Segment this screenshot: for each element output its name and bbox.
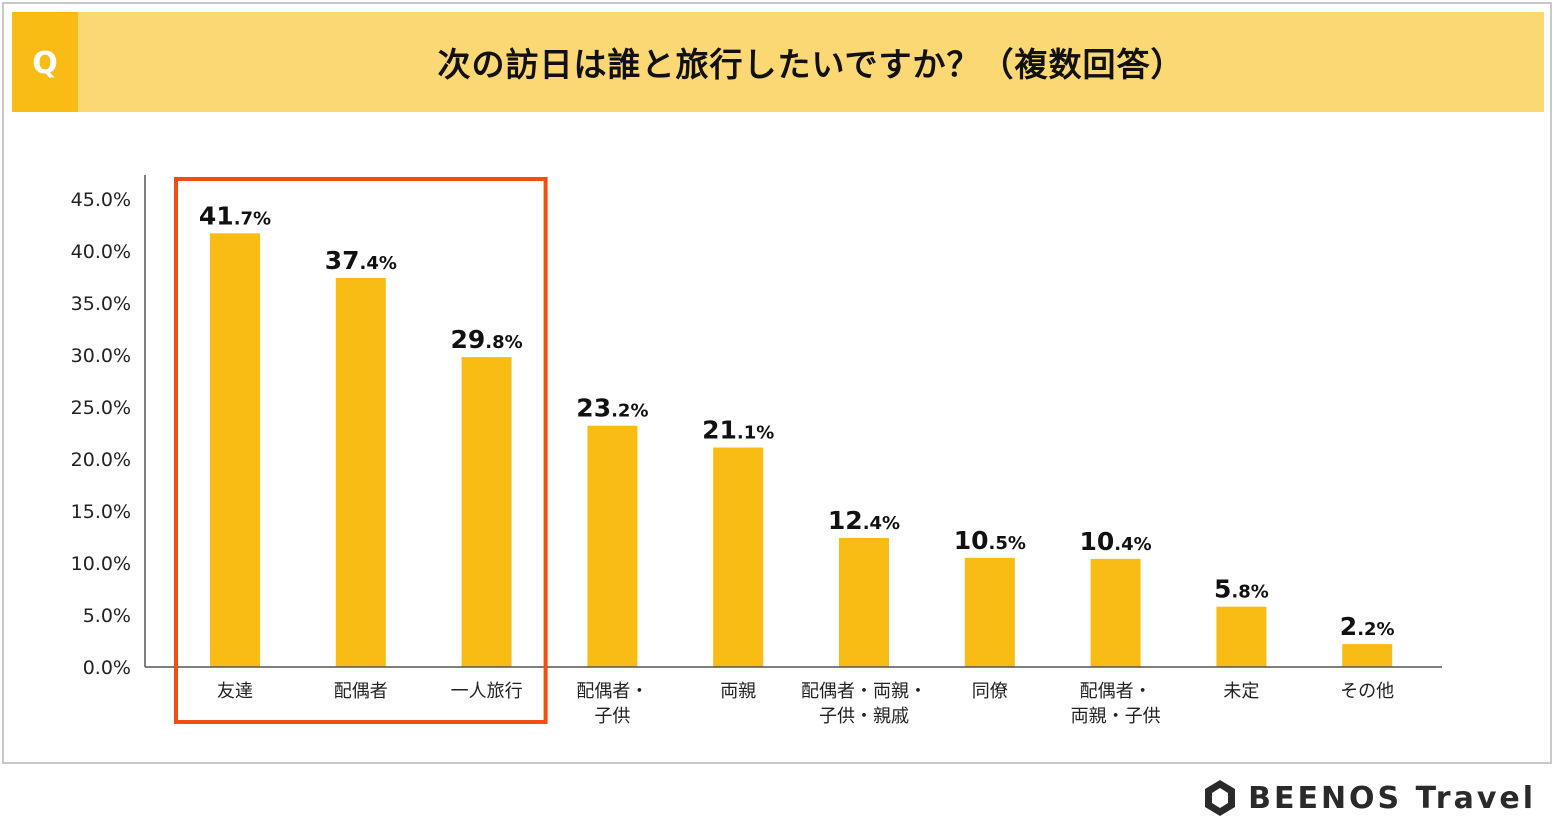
x-tick-label: 子供 (594, 706, 630, 727)
x-tick-label: 友達 (217, 681, 253, 702)
data-label: 29.8% (450, 325, 522, 354)
chart-title: 次の訪日は誰と旅行したいですか？（複数回答） (437, 45, 1185, 84)
x-tick-label: 同僚 (972, 681, 1008, 702)
bar (1216, 606, 1267, 667)
x-tick-label: 両親 (720, 681, 756, 702)
bar (1342, 644, 1393, 667)
y-tick-label: 15.0% (71, 501, 131, 523)
data-label: 5.8% (1214, 575, 1269, 604)
y-tick-label: 35.0% (71, 293, 131, 315)
y-tick-label: 0.0% (83, 657, 131, 679)
data-label: 23.2% (576, 394, 648, 423)
brand-name: BEENOS Travel (1248, 780, 1536, 816)
bar (1090, 558, 1141, 667)
x-tick-label: 配偶者 (334, 681, 388, 702)
bar (461, 357, 512, 667)
highlight-box (174, 177, 548, 724)
data-label: 41.7% (199, 201, 271, 230)
x-tick-label: その他 (1340, 681, 1394, 702)
question-badge: Q (12, 12, 78, 112)
bar (335, 278, 386, 667)
bar (587, 425, 638, 667)
hexagon-logo-icon (1205, 780, 1236, 816)
y-tick-label: 10.0% (71, 553, 131, 575)
data-label: 2.2% (1340, 612, 1395, 641)
y-tick-label: 45.0% (71, 189, 131, 211)
y-tick-label: 20.0% (71, 449, 131, 471)
y-tick-label: 30.0% (71, 345, 131, 367)
data-label: 10.4% (1079, 527, 1151, 556)
data-label: 37.4% (325, 246, 397, 275)
data-label: 12.4% (828, 506, 900, 535)
y-tick-label: 5.0% (83, 605, 131, 627)
bar (713, 447, 764, 667)
data-label: 10.5% (954, 526, 1026, 555)
x-tick-label: 配偶者・ (576, 681, 648, 702)
y-tick-label: 40.0% (71, 241, 131, 263)
bar (839, 538, 889, 667)
x-tick-label: 子供・親戚 (819, 706, 909, 727)
question-badge-label: Q (32, 46, 58, 81)
x-tick-label: 両親・子供 (1071, 706, 1161, 727)
x-tick-label: 未定 (1223, 681, 1259, 702)
x-tick-label: 配偶者・ (1080, 681, 1152, 702)
y-tick-label: 25.0% (71, 397, 131, 419)
bar (964, 557, 1015, 667)
bar (210, 233, 260, 667)
brand-logo: BEENOS Travel (1202, 776, 1536, 820)
x-tick-label: 一人旅行 (451, 681, 523, 702)
x-tick-label: 配偶者・両親・ (801, 681, 927, 702)
chart-frame (2, 2, 1552, 764)
data-label: 21.1% (702, 416, 774, 445)
question-header: Q 次の訪日は誰と旅行したいですか？（複数回答） (12, 12, 1544, 112)
